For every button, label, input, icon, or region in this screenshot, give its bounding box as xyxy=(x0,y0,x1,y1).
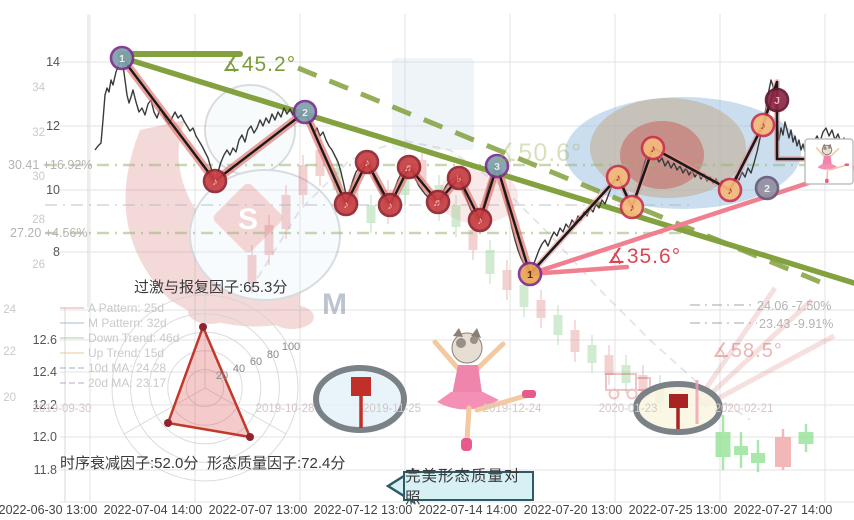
pivot-marker: ♪ xyxy=(354,149,380,175)
ballerina-mini-sticker xyxy=(815,143,850,183)
svg-text:♪: ♪ xyxy=(212,176,217,188)
pivot-marker: ♪ xyxy=(467,207,493,233)
svg-text:2: 2 xyxy=(302,107,308,119)
pivot-marker: 1 xyxy=(109,45,135,71)
pivot-marker: 2 xyxy=(754,175,780,201)
svg-text:1: 1 xyxy=(119,53,125,65)
svg-text:J: J xyxy=(774,95,780,107)
svg-text:2: 2 xyxy=(764,183,770,195)
svg-text:♬: ♬ xyxy=(433,197,444,209)
svg-text:♪: ♪ xyxy=(629,202,634,214)
svg-text:♭: ♭ xyxy=(457,173,462,185)
superman-watermark: S xyxy=(125,84,341,329)
ballerina-sticker xyxy=(432,328,536,451)
pivot-marker: ♭ xyxy=(446,165,472,191)
pivot-marker: ♪ xyxy=(202,168,228,194)
pivot-marker: ♪ xyxy=(333,191,359,217)
svg-text:♪: ♪ xyxy=(343,199,348,211)
pivot-marker: 1 xyxy=(517,261,543,287)
pivot-marker: 3 xyxy=(484,153,510,179)
pivot-marker: ♪ xyxy=(750,112,776,138)
svg-text:♪: ♪ xyxy=(615,172,620,184)
pivot-marker: ♪ xyxy=(619,194,645,220)
watermark-group: S xyxy=(125,58,836,421)
svg-text:♪: ♪ xyxy=(760,120,765,132)
watermark-rays xyxy=(695,286,836,409)
radar-chart xyxy=(111,294,299,482)
reference-level-lines xyxy=(45,163,815,324)
flag-markers xyxy=(313,365,723,435)
flag-icon xyxy=(669,394,688,408)
flag-icon xyxy=(351,377,371,396)
svg-text:♪: ♪ xyxy=(650,143,655,155)
svg-text:♪: ♪ xyxy=(477,215,482,227)
pivot-marker: ♪ xyxy=(605,164,631,190)
pivot-marker: 2 xyxy=(292,99,318,125)
pivot-marker: ♪ xyxy=(640,135,666,161)
svg-text:♪: ♪ xyxy=(727,185,732,197)
svg-text:♪: ♪ xyxy=(364,157,369,169)
pivot-marker: ♪ xyxy=(717,177,743,203)
pivot-marker: J xyxy=(764,87,790,113)
ballerina-box xyxy=(804,138,854,185)
svg-text:3: 3 xyxy=(494,161,500,173)
pivot-markers: 1 2 3 ♪ ♪ ♪ ♪ ♬ ♬ ♭ ♪ 1 ♪ ♪ ♪ ♪ ♪ J 2 xyxy=(109,45,790,287)
svg-text:♬: ♬ xyxy=(404,162,415,174)
s-badge-icon xyxy=(213,183,283,253)
svg-text:S: S xyxy=(238,203,258,236)
pivot-marker: ♬ xyxy=(396,154,422,180)
bottom-right-candles xyxy=(715,415,814,472)
pivot-marker: ♪ xyxy=(377,192,403,218)
pivot-marker: ♬ xyxy=(425,189,451,215)
svg-text:♪: ♪ xyxy=(387,200,392,212)
svg-text:1: 1 xyxy=(527,269,533,281)
left-arrow-icon xyxy=(385,467,415,505)
